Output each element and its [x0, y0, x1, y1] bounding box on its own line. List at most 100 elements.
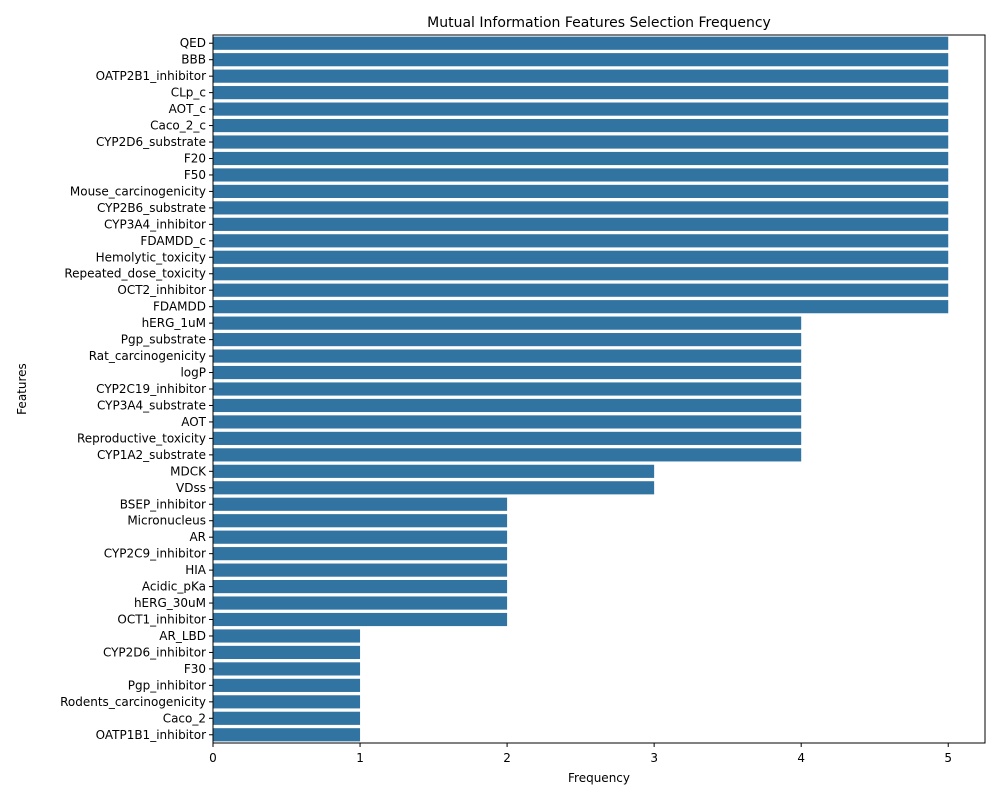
y-tick-label: CYP2C9_inhibitor: [104, 547, 206, 561]
bar: [213, 349, 802, 363]
y-tick-label: Acidic_pKa: [142, 580, 206, 594]
bar: [213, 53, 949, 67]
bar: [213, 365, 802, 380]
y-tick-label: F50: [184, 168, 206, 182]
y-tick-label: CLp_c: [171, 86, 206, 100]
bar: [213, 217, 949, 231]
chart-title: Mutual Information Features Selection Fr…: [427, 15, 771, 31]
y-tick-label: FDAMDD: [153, 300, 206, 314]
y-tick-label: Repeated_dose_toxicity: [64, 267, 206, 281]
bar: [213, 250, 949, 264]
bar: [213, 629, 361, 643]
y-tick-label: AOT: [181, 415, 206, 429]
y-tick-label: OCT2_inhibitor: [117, 283, 206, 297]
y-tick-label: OCT1_inhibitor: [117, 613, 206, 627]
y-tick-label: Pgp_substrate: [121, 333, 206, 347]
y-tick-label: Mouse_carcinogenicity: [70, 184, 206, 198]
bar: [213, 448, 802, 462]
y-axis-label: Features: [15, 363, 29, 415]
y-tick-label: CYP2D6_inhibitor: [103, 645, 206, 659]
y-tick-label: CYP3A4_substrate: [97, 398, 206, 412]
bar: [213, 431, 802, 445]
y-tick-label: F20: [184, 151, 206, 165]
bar: [213, 118, 949, 133]
bar: [213, 398, 802, 413]
bar: [213, 184, 949, 199]
bar: [213, 333, 802, 347]
x-tick-label: 5: [944, 751, 952, 765]
bar: [213, 267, 949, 281]
y-tick-label: Caco_2: [163, 711, 206, 725]
x-tick-label: 4: [797, 751, 805, 765]
bar: [213, 168, 949, 182]
bars-group: [213, 36, 949, 742]
y-tick-label: Pgp_inhibitor: [128, 678, 206, 692]
y-tick-label: AR_LBD: [159, 629, 206, 643]
bar: [213, 415, 802, 429]
bar: [213, 481, 655, 495]
bar: [213, 678, 361, 692]
bar: [213, 728, 361, 742]
bar: [213, 563, 508, 577]
y-tick-label: CYP2D6_substrate: [96, 135, 206, 149]
bar: [213, 69, 949, 83]
bar: [213, 201, 949, 215]
y-tick-label: logP: [180, 366, 206, 380]
y-tick-label: FDAMDD_c: [140, 234, 206, 248]
bar: [213, 234, 949, 248]
y-tick-label: CYP3A4_inhibitor: [104, 217, 206, 231]
bar: [213, 662, 361, 676]
bar: [213, 530, 508, 544]
y-tick-label: QED: [180, 36, 206, 50]
x-tick-label: 3: [650, 751, 658, 765]
bar: [213, 36, 949, 50]
bar: [213, 300, 949, 314]
x-tick-label: 1: [356, 751, 364, 765]
y-tick-label: MDCK: [170, 464, 207, 478]
bar: [213, 596, 508, 610]
x-axis-label: Frequency: [568, 771, 630, 785]
bar: [213, 645, 361, 660]
bar: [213, 497, 508, 511]
bar: [213, 711, 361, 725]
y-axis-ticks: QED BBB OATP2B1_inhibitor CLp_c AOT_c Caco_2_…: [60, 36, 213, 742]
bar: [213, 135, 949, 149]
x-tick-label: 0: [209, 751, 217, 765]
y-tick-label: hERG_30uM: [134, 596, 206, 610]
y-tick-label: Reproductive_toxicity: [77, 431, 206, 445]
y-tick-label: BSEP_inhibitor: [120, 497, 206, 511]
y-tick-label: Rodents_carcinogenicity: [60, 695, 206, 709]
x-axis-ticks: 0 1 2 3 4 5: [209, 743, 952, 765]
bar: [213, 102, 949, 116]
bar: [213, 86, 949, 100]
bar: [213, 514, 508, 528]
bar: [213, 547, 508, 561]
y-tick-label: Micronucleus: [127, 514, 206, 528]
y-tick-label: hERG_1uM: [142, 316, 206, 330]
bar: [213, 695, 361, 709]
y-tick-label: Caco_2_c: [150, 119, 206, 133]
y-tick-label: BBB: [181, 53, 206, 67]
x-tick-label: 2: [503, 751, 511, 765]
y-tick-label: Hemolytic_toxicity: [96, 250, 206, 264]
y-tick-label: Rat_carcinogenicity: [89, 349, 206, 363]
y-tick-label: OATP2B1_inhibitor: [96, 69, 206, 83]
y-tick-label: VDss: [176, 481, 206, 495]
y-tick-label: AR: [189, 530, 206, 544]
y-tick-label: AOT_c: [169, 102, 206, 116]
bar: [213, 151, 949, 166]
bar: [213, 612, 508, 627]
plot-frame: [212, 34, 986, 744]
bar: [213, 316, 802, 330]
bar: [213, 283, 949, 297]
y-tick-label: F30: [184, 662, 206, 676]
y-tick-label: HIA: [185, 563, 207, 577]
y-tick-label: OATP1B1_inhibitor: [96, 728, 206, 742]
y-tick-label: CYP2B6_substrate: [97, 201, 206, 215]
y-tick-label: CYP2C19_inhibitor: [96, 382, 206, 396]
bar: [213, 579, 508, 594]
bar: [213, 464, 655, 478]
bar: [213, 382, 802, 396]
